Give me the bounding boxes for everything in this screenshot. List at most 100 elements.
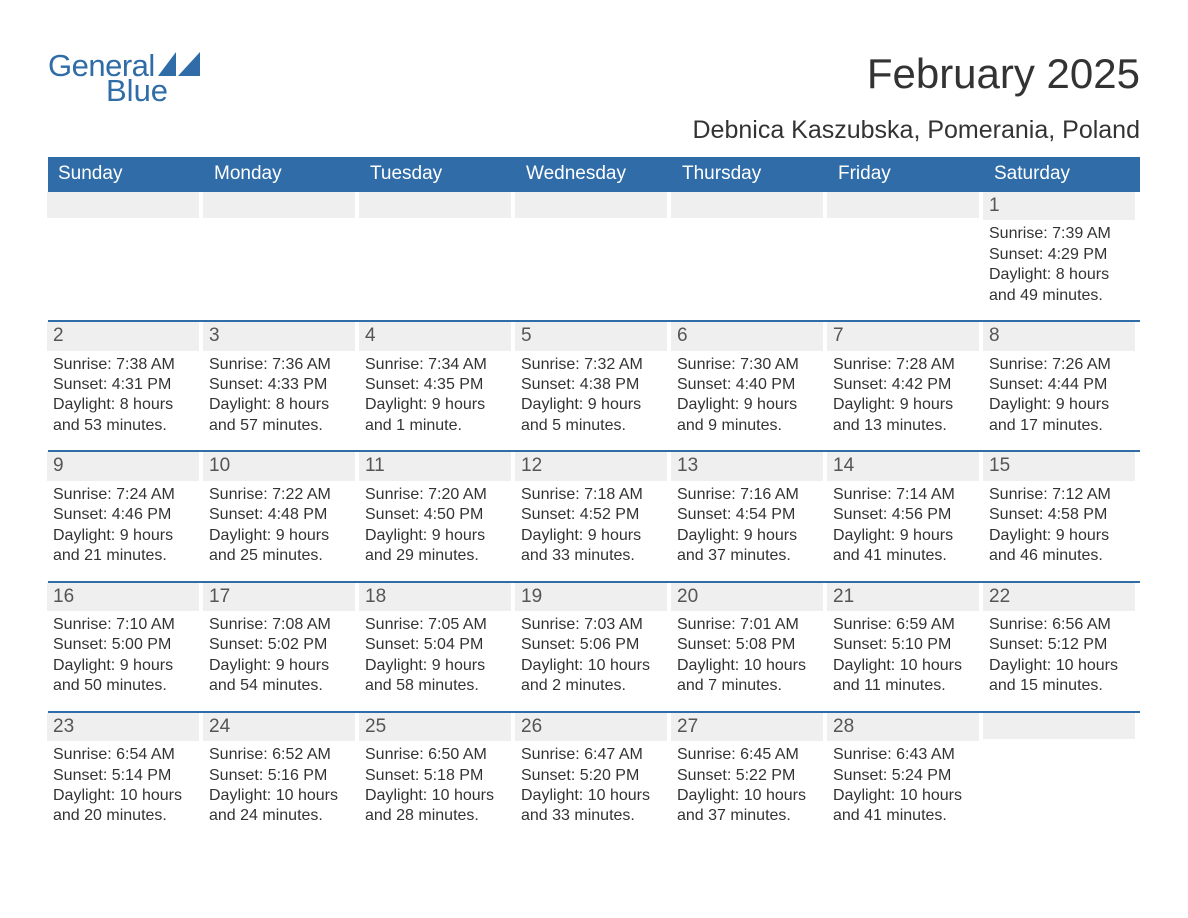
day-number (47, 192, 199, 218)
calendar-week: 9Sunrise: 7:24 AMSunset: 4:46 PMDaylight… (48, 450, 1140, 580)
day-details: Sunrise: 6:47 AMSunset: 5:20 PMDaylight:… (516, 745, 667, 827)
day-sunset: Sunset: 5:14 PM (53, 766, 199, 786)
day-number: 17 (203, 583, 355, 611)
day-day1: Daylight: 10 hours (209, 786, 355, 806)
day-sunrise: Sunrise: 7:12 AM (989, 485, 1135, 505)
day-day2: and 11 minutes. (833, 676, 979, 696)
dow-wednesday: Wednesday (516, 157, 672, 192)
day-sunset: Sunset: 4:29 PM (989, 245, 1135, 265)
brand-logo: General Blue (48, 50, 200, 106)
day-sunrise: Sunrise: 6:45 AM (677, 745, 823, 765)
calendar-day (48, 192, 204, 320)
day-details: Sunrise: 7:08 AMSunset: 5:02 PMDaylight:… (204, 615, 355, 697)
day-details: Sunrise: 7:14 AMSunset: 4:56 PMDaylight:… (828, 485, 979, 567)
day-number: 8 (983, 322, 1135, 350)
calendar-day: 19Sunrise: 7:03 AMSunset: 5:06 PMDayligh… (516, 583, 672, 711)
day-day1: Daylight: 9 hours (989, 395, 1135, 415)
day-day1: Daylight: 9 hours (833, 526, 979, 546)
day-number: 22 (983, 583, 1135, 611)
calendar-day (204, 192, 360, 320)
day-number: 25 (359, 713, 511, 741)
day-day2: and 33 minutes. (521, 546, 667, 566)
day-day2: and 41 minutes. (833, 546, 979, 566)
day-number: 13 (671, 452, 823, 480)
day-sunrise: Sunrise: 6:54 AM (53, 745, 199, 765)
day-number: 15 (983, 452, 1135, 480)
day-details: Sunrise: 6:56 AMSunset: 5:12 PMDaylight:… (984, 615, 1135, 697)
day-number: 14 (827, 452, 979, 480)
day-day2: and 2 minutes. (521, 676, 667, 696)
calendar-day (516, 192, 672, 320)
day-sunrise: Sunrise: 6:52 AM (209, 745, 355, 765)
day-sunrise: Sunrise: 7:03 AM (521, 615, 667, 635)
day-sunrise: Sunrise: 7:08 AM (209, 615, 355, 635)
calendar-day (672, 192, 828, 320)
calendar-day: 20Sunrise: 7:01 AMSunset: 5:08 PMDayligh… (672, 583, 828, 711)
day-day1: Daylight: 9 hours (209, 656, 355, 676)
day-number: 1 (983, 192, 1135, 220)
day-details: Sunrise: 6:52 AMSunset: 5:16 PMDaylight:… (204, 745, 355, 827)
day-details: Sunrise: 7:32 AMSunset: 4:38 PMDaylight:… (516, 355, 667, 437)
day-sunrise: Sunrise: 7:20 AM (365, 485, 511, 505)
calendar-day (984, 713, 1140, 841)
calendar-day: 8Sunrise: 7:26 AMSunset: 4:44 PMDaylight… (984, 322, 1140, 450)
day-day2: and 5 minutes. (521, 416, 667, 436)
day-number (515, 192, 667, 218)
day-sunrise: Sunrise: 7:24 AM (53, 485, 199, 505)
day-sunrise: Sunrise: 6:56 AM (989, 615, 1135, 635)
day-sunset: Sunset: 4:58 PM (989, 505, 1135, 525)
day-sunrise: Sunrise: 7:28 AM (833, 355, 979, 375)
day-sunset: Sunset: 5:16 PM (209, 766, 355, 786)
calendar-day: 4Sunrise: 7:34 AMSunset: 4:35 PMDaylight… (360, 322, 516, 450)
calendar-week: 16Sunrise: 7:10 AMSunset: 5:00 PMDayligh… (48, 581, 1140, 711)
day-sunrise: Sunrise: 7:05 AM (365, 615, 511, 635)
day-day2: and 58 minutes. (365, 676, 511, 696)
day-sunrise: Sunrise: 7:01 AM (677, 615, 823, 635)
day-day1: Daylight: 9 hours (365, 656, 511, 676)
day-details: Sunrise: 7:20 AMSunset: 4:50 PMDaylight:… (360, 485, 511, 567)
calendar-day: 24 Sunrise: 6:52 AMSunset: 5:16 PMDayligh… (204, 713, 360, 841)
day-day1: Daylight: 8 hours (209, 395, 355, 415)
day-day1: Daylight: 9 hours (209, 526, 355, 546)
calendar-day: 1Sunrise: 7:39 AMSunset: 4:29 PMDaylight… (984, 192, 1140, 320)
day-sunset: Sunset: 5:10 PM (833, 635, 979, 655)
day-day1: Daylight: 10 hours (989, 656, 1135, 676)
day-number: 16 (47, 583, 199, 611)
day-number: 28 (827, 713, 979, 741)
day-day2: and 50 minutes. (53, 676, 199, 696)
day-day2: and 53 minutes. (53, 416, 199, 436)
day-details: Sunrise: 7:12 AMSunset: 4:58 PMDaylight:… (984, 485, 1135, 567)
calendar-day: 11Sunrise: 7:20 AMSunset: 4:50 PMDayligh… (360, 452, 516, 580)
day-sunrise: Sunrise: 7:30 AM (677, 355, 823, 375)
day-sunset: Sunset: 4:48 PM (209, 505, 355, 525)
day-details: Sunrise: 7:01 AMSunset: 5:08 PMDaylight:… (672, 615, 823, 697)
calendar-day: 3Sunrise: 7:36 AMSunset: 4:33 PMDaylight… (204, 322, 360, 450)
day-number: 6 (671, 322, 823, 350)
day-day1: Daylight: 10 hours (833, 656, 979, 676)
calendar-day: 17 Sunrise: 7:08 AMSunset: 5:02 PMDayligh… (204, 583, 360, 711)
calendar-day: 10Sunrise: 7:22 AMSunset: 4:48 PMDayligh… (204, 452, 360, 580)
day-sunset: Sunset: 4:54 PM (677, 505, 823, 525)
day-day2: and 37 minutes. (677, 806, 823, 826)
day-details: Sunrise: 6:45 AMSunset: 5:22 PMDaylight:… (672, 745, 823, 827)
day-sunset: Sunset: 5:00 PM (53, 635, 199, 655)
day-sunrise: Sunrise: 7:38 AM (53, 355, 199, 375)
day-number: 24 (203, 713, 355, 741)
day-day1: Daylight: 8 hours (989, 265, 1135, 285)
day-details: Sunrise: 7:05 AMSunset: 5:04 PMDaylight:… (360, 615, 511, 697)
calendar-day: 16Sunrise: 7:10 AMSunset: 5:00 PMDayligh… (48, 583, 204, 711)
day-sunset: Sunset: 4:50 PM (365, 505, 511, 525)
dow-saturday: Saturday (984, 157, 1140, 192)
day-number: 12 (515, 452, 667, 480)
day-sunrise: Sunrise: 7:36 AM (209, 355, 355, 375)
day-day2: and 46 minutes. (989, 546, 1135, 566)
calendar-day: 25Sunrise: 6:50 AMSunset: 5:18 PMDayligh… (360, 713, 516, 841)
day-day1: Daylight: 9 hours (53, 656, 199, 676)
day-day2: and 1 minute. (365, 416, 511, 436)
day-number (203, 192, 355, 218)
day-details: Sunrise: 6:43 AMSunset: 5:24 PMDaylight:… (828, 745, 979, 827)
day-day2: and 20 minutes. (53, 806, 199, 826)
day-sunset: Sunset: 4:31 PM (53, 375, 199, 395)
calendar-day: 14 Sunrise: 7:14 AMSunset: 4:56 PMDayligh… (828, 452, 984, 580)
day-number (359, 192, 511, 218)
